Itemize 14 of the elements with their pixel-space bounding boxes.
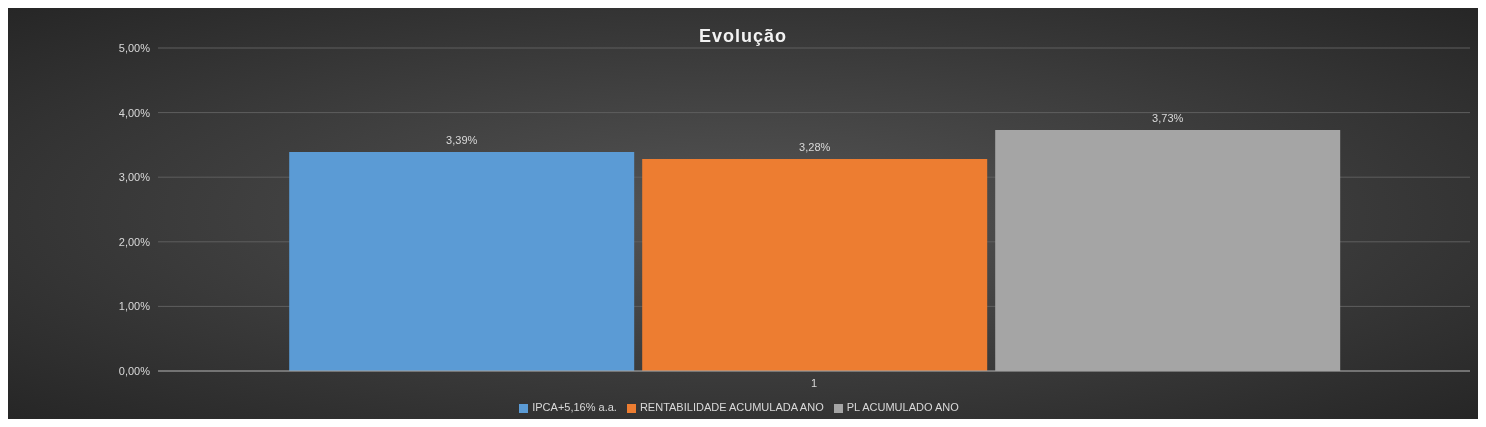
- y-tick-label: 0,00%: [118, 364, 151, 377]
- y-tick-label: 2,00%: [118, 235, 151, 248]
- data-label: 3,28%: [799, 141, 831, 154]
- y-tick-label: 3,00%: [118, 171, 151, 184]
- x-tick-label: 1: [810, 376, 818, 389]
- y-tick-label: 4,00%: [118, 106, 151, 119]
- y-tick-label: 5,00%: [118, 41, 151, 54]
- data-label: 3,39%: [446, 134, 478, 147]
- data-label: 3,73%: [1152, 112, 1184, 125]
- legend-label: IPCA+5,16% a.a.: [532, 401, 617, 413]
- chart-title: Evolução: [698, 26, 788, 46]
- legend-label: RENTABILIDADE ACUMULADA ANO: [639, 401, 824, 413]
- legend-label: PL ACUMULADO ANO: [846, 401, 959, 413]
- y-tick-label: 1,00%: [118, 300, 151, 313]
